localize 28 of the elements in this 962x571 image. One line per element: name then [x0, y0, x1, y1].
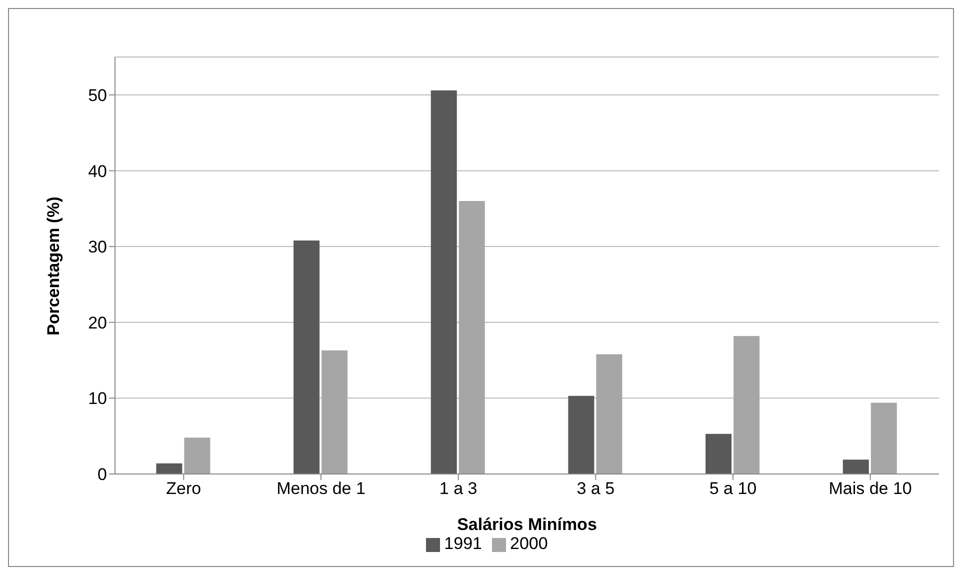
bar [458, 201, 485, 474]
bar [322, 350, 348, 474]
bar [596, 354, 622, 474]
bar [842, 460, 869, 474]
y-tick-label: 30 [88, 238, 107, 257]
x-tick-label: 1 a 3 [439, 479, 478, 498]
bar [430, 90, 457, 474]
y-tick-label: 10 [88, 389, 107, 408]
x-tick-label: Menos de 1 [276, 479, 366, 498]
x-axis-title: Salários Minímos [457, 515, 597, 534]
bar [870, 402, 897, 474]
bar [734, 336, 760, 474]
bar [706, 434, 732, 474]
x-tick-label: Zero [166, 479, 202, 498]
bar [568, 396, 594, 474]
y-tick-label: 40 [88, 162, 107, 181]
y-tick-label: 20 [88, 313, 107, 332]
bar [184, 438, 210, 474]
y-tick-label: 0 [98, 465, 107, 484]
y-tick-label: 50 [88, 86, 107, 105]
y-axis-title: Porcentagem (%) [44, 196, 64, 336]
legend-label: 1991 [444, 534, 482, 553]
x-tick-label: 3 a 5 [576, 479, 615, 498]
legend-label: 2000 [510, 534, 548, 553]
x-tick-label: 5 a 10 [709, 479, 757, 498]
x-tick-label: Mais de 10 [828, 479, 912, 498]
bar [294, 240, 320, 474]
bar [156, 463, 182, 474]
